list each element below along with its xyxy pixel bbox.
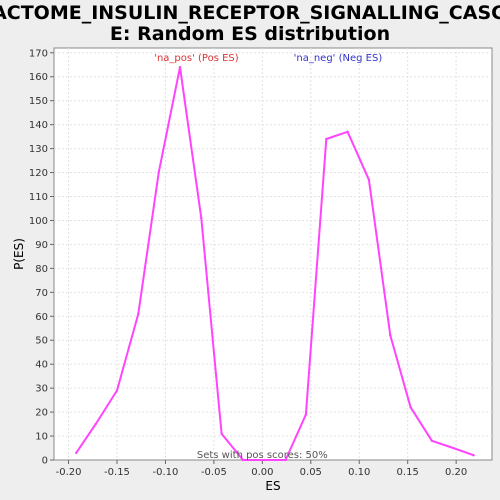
data-point [325,137,328,141]
x-tick-label: -0.15 [104,467,130,478]
y-tick-label: 110 [29,192,48,203]
x-axis-label: ES [265,479,280,493]
data-point [241,458,245,462]
data-point [115,389,119,392]
y-tick-label: 70 [35,288,48,299]
es-distribution-line [75,66,475,461]
x-tick-label: -0.10 [153,467,179,478]
y-tick-label: 170 [29,48,48,59]
x-tick-label: 0.00 [251,467,273,478]
annotation-layer: 'na_pos' (Pos ES) 'na_neg' (Neg ES) [154,53,382,64]
x-tick-label: 0.05 [300,467,322,478]
series-annotation: 'na_neg' (Neg ES) [294,53,383,64]
data-point [389,334,392,337]
y-tick-label: 130 [29,144,48,155]
chart-title-line1: REACTOME_INSULIN_RECEPTOR_SIGNALLING_CAS… [0,2,500,24]
data-point [75,451,78,455]
y-tick-label: 120 [29,168,48,179]
y-tick-label: 0 [42,456,48,467]
data-point [409,406,412,409]
y-tick-label: 80 [35,264,48,275]
pos-scores-footnote: Sets with pos scores: 50% [197,450,328,461]
y-tick-label: 40 [35,360,48,371]
data-point [472,454,475,457]
y-tick-label: 60 [35,312,48,323]
series-layer [75,65,475,462]
x-tick-label: -0.20 [56,467,82,478]
y-tick-label: 20 [35,408,48,419]
x-axis-ticks: -0.20 -0.15 -0.10 -0.05 0.00 0.05 0.10 0.15 0.20 [56,460,467,478]
data-point [200,216,203,220]
data-point [284,458,287,462]
grid [54,48,492,460]
data-point [157,171,160,174]
plot-area [53,47,493,461]
y-tick-label: 150 [29,96,48,107]
data-point [178,65,182,69]
data-point [346,130,349,134]
x-tick-label: 0.20 [445,467,467,478]
y-tick-label: 10 [35,432,48,443]
y-axis-ticks: 0 10 20 30 40 50 60 70 80 90 100 110 120 130 140 150 160… [29,48,54,467]
y-tick-label: 30 [35,384,48,395]
data-point [452,446,455,450]
y-tick-label: 160 [29,72,48,83]
x-tick-label: 0.10 [348,467,370,478]
data-point [220,432,223,435]
data-point [430,439,434,443]
y-tick-label: 140 [29,120,48,131]
data-point [94,422,97,426]
data-point [137,312,140,316]
y-tick-label: 100 [29,216,48,227]
series-annotation: 'na_pos' (Pos ES) [154,53,239,64]
data-point [263,458,266,462]
y-tick-label: 90 [35,240,48,251]
data-point [304,413,308,416]
data-point [367,178,371,181]
x-tick-label: 0.15 [397,467,419,478]
x-tick-label: -0.05 [201,467,227,478]
chart-title-line2: E: Random ES distribution [110,23,390,45]
y-tick-label: 50 [35,336,48,347]
y-axis-label: P(ES) [12,238,26,270]
